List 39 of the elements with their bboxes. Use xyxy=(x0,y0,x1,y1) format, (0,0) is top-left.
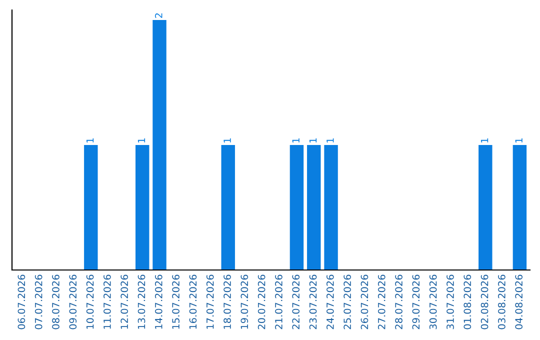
x-tick-label: 25.07.2026 xyxy=(344,274,352,330)
x-tick-label: 15.07.2026 xyxy=(172,274,180,329)
x-tick-label: 02.08.2026 xyxy=(480,274,488,330)
x-tick-label: 29.07.2026 xyxy=(412,274,420,330)
x-tick-label: 19.07.2026 xyxy=(240,274,248,329)
x-tick-label: 06.07.2026 xyxy=(18,274,26,330)
x-tick-label: 09.07.2026 xyxy=(69,274,77,330)
x-tick-label: 22.07.2026 xyxy=(292,274,300,330)
x-tick-label: 30.07.2026 xyxy=(429,274,437,330)
x-tick-label: 18.07.2026 xyxy=(224,274,231,329)
x-tick-label: 11.07.2026 xyxy=(104,274,111,329)
data-label: 1 xyxy=(309,138,317,143)
data-label: 1 xyxy=(481,138,488,143)
x-tick-label: 26.07.2026 xyxy=(360,274,368,330)
x-tick-label: 04.08.2026 xyxy=(515,274,523,330)
x-tick-label: 20.07.2026 xyxy=(258,274,266,330)
data-label: 1 xyxy=(86,138,94,143)
x-tick-label: 23.07.2026 xyxy=(309,274,317,330)
data-label: 1 xyxy=(292,138,300,143)
x-tick-label: 10.07.2026 xyxy=(86,274,94,329)
x-tick-label: 13.07.2026 xyxy=(138,274,146,329)
data-label: 2 xyxy=(154,13,162,18)
x-tick-label: 31.07.2026 xyxy=(446,274,454,330)
x-tick-label: 03.08.2026 xyxy=(498,274,506,330)
x-tick-label: 28.07.2026 xyxy=(395,274,402,330)
data-label: 1 xyxy=(138,138,146,143)
x-tick-label: 24.07.2026 xyxy=(326,274,334,330)
x-tick-label: 17.07.2026 xyxy=(206,274,214,329)
x-tick-label: 21.07.2026 xyxy=(275,274,282,330)
data-label: 1 xyxy=(224,138,231,143)
x-tick-label: 08.07.2026 xyxy=(52,274,60,330)
x-tick-label: 12.07.2026 xyxy=(120,274,128,329)
x-tick-label: 07.07.2026 xyxy=(34,274,42,330)
x-tick-label: 14.07.2026 xyxy=(154,274,162,329)
x-tick-label: 16.07.2026 xyxy=(189,274,197,329)
x-tick-label: 27.07.2026 xyxy=(378,274,386,330)
x-tick-label: 01.08.2026 xyxy=(464,274,472,330)
data-label: 1 xyxy=(326,138,334,143)
data-label: 1 xyxy=(515,138,522,143)
